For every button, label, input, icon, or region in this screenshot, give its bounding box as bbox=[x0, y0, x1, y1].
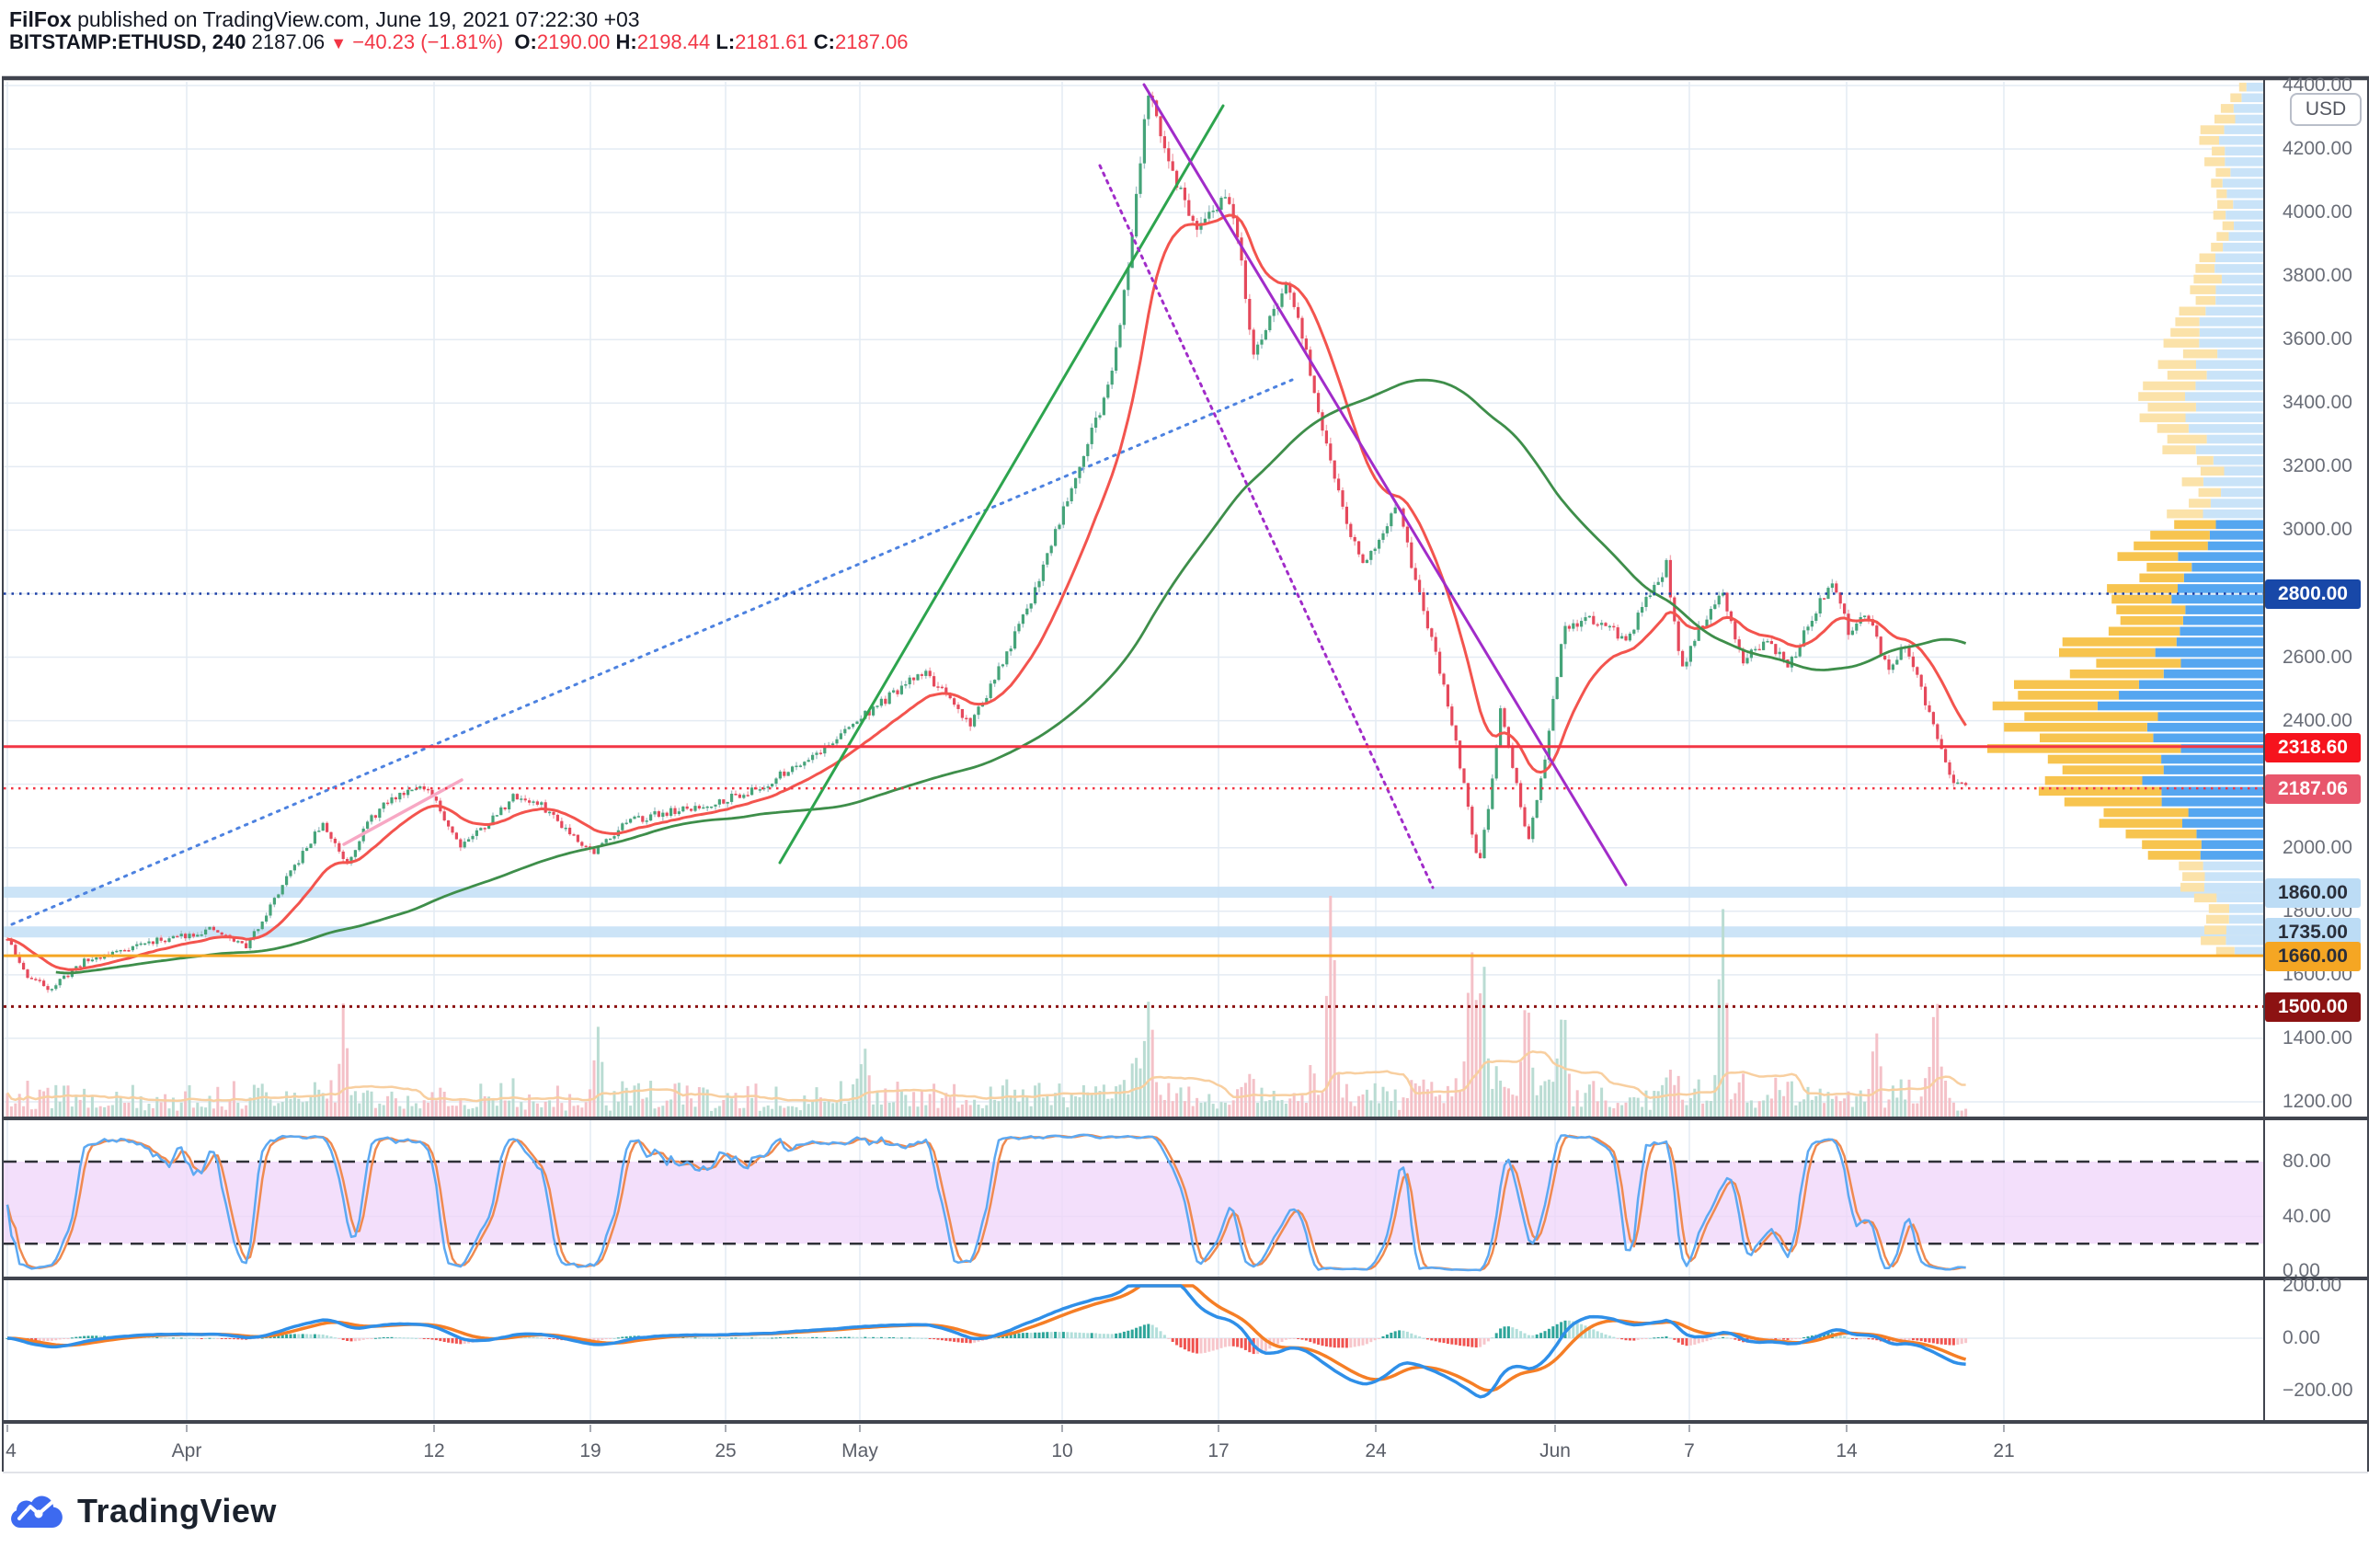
low-label: L: bbox=[715, 30, 736, 53]
macd-tick-label: 0.00 bbox=[2283, 1327, 2320, 1348]
tradingview-logo-text: TradingView bbox=[77, 1492, 277, 1530]
price-tick-label: 3800.00 bbox=[2283, 265, 2352, 287]
tradingview-logo[interactable]: TradingView bbox=[11, 1492, 277, 1530]
symbol-name[interactable]: BITSTAMP:ETHUSD, 240 bbox=[9, 30, 246, 53]
time-tick-label: 10 bbox=[1051, 1440, 1073, 1461]
time-tick-label: 24 bbox=[1365, 1440, 1387, 1461]
time-tick-label: 7 bbox=[1684, 1440, 1695, 1461]
price-tick-label: 2600.00 bbox=[2283, 646, 2352, 668]
price-tick-label: 3200.00 bbox=[2283, 455, 2352, 477]
stoch-tick-label: 0.00 bbox=[2283, 1260, 2320, 1281]
price-level-badge[interactable]: 2318.60 bbox=[2265, 732, 2361, 762]
close-value: 2187.06 bbox=[835, 30, 909, 53]
symbol-info-row: BITSTAMP:ETHUSD, 240 2187.06 ▼ −40.23 (−… bbox=[9, 30, 909, 54]
time-tick-label: 25 bbox=[715, 1440, 737, 1461]
open-label: O: bbox=[514, 30, 537, 53]
price-change: −40.23 (−1.81%) bbox=[352, 30, 504, 53]
price-level-badge[interactable]: 2800.00 bbox=[2265, 579, 2361, 610]
time-tick-label: Apr bbox=[171, 1440, 202, 1461]
macd-tick-label: 200.00 bbox=[2283, 1275, 2342, 1297]
time-tick-label: 19 bbox=[579, 1440, 601, 1461]
close-label: C: bbox=[813, 30, 836, 53]
high-label: H: bbox=[615, 30, 637, 53]
currency-label: USD bbox=[2305, 98, 2347, 120]
time-tick-label: 14 bbox=[1836, 1440, 1858, 1461]
down-triangle-icon: ▼ bbox=[330, 34, 348, 52]
price-tick-label: 4200.00 bbox=[2283, 138, 2352, 160]
price-tick-label: 2000.00 bbox=[2283, 836, 2352, 858]
time-tick-label: Jun bbox=[1539, 1440, 1571, 1461]
author-name: FilFox bbox=[9, 7, 72, 31]
price-tick-label: 3000.00 bbox=[2283, 519, 2352, 541]
price-level-badge[interactable]: 1660.00 bbox=[2265, 942, 2361, 972]
high-value: 2198.44 bbox=[636, 30, 711, 53]
price-tick-label: 2400.00 bbox=[2283, 709, 2352, 731]
price-tick-label: 3400.00 bbox=[2283, 392, 2352, 414]
price-level-badge[interactable]: 1500.00 bbox=[2265, 992, 2361, 1023]
time-tick-label: 4 bbox=[6, 1440, 17, 1461]
price-tick-label: 1200.00 bbox=[2283, 1090, 2352, 1112]
price-tick-label: 3600.00 bbox=[2283, 328, 2352, 350]
stoch-tick-label: 40.00 bbox=[2283, 1205, 2331, 1227]
price-level-badge[interactable]: 1860.00 bbox=[2265, 878, 2361, 909]
time-tick-label: 12 bbox=[423, 1440, 445, 1461]
open-value: 2190.00 bbox=[536, 30, 611, 53]
macd-tick-label: −200.00 bbox=[2283, 1379, 2353, 1401]
tradingview-cloud-icon bbox=[11, 1495, 63, 1529]
low-value: 2181.61 bbox=[735, 30, 808, 53]
last-price: 2187.06 bbox=[251, 30, 326, 53]
time-tick-label: 21 bbox=[1993, 1440, 2015, 1461]
stoch-tick-label: 80.00 bbox=[2283, 1151, 2331, 1172]
currency-button[interactable]: USD bbox=[2290, 93, 2362, 126]
publish-info: FilFox published on TradingView.com, Jun… bbox=[9, 7, 640, 32]
time-tick-label: May bbox=[841, 1440, 878, 1461]
price-tick-label: 1400.00 bbox=[2283, 1026, 2352, 1049]
price-tick-label: 4400.00 bbox=[2283, 74, 2352, 96]
price-tick-label: 4000.00 bbox=[2283, 201, 2352, 223]
price-level-badge[interactable]: 2187.06 bbox=[2265, 774, 2361, 805]
time-tick-label: 17 bbox=[1207, 1440, 1230, 1461]
publish-text: published on TradingView.com, June 19, 2… bbox=[71, 7, 640, 31]
